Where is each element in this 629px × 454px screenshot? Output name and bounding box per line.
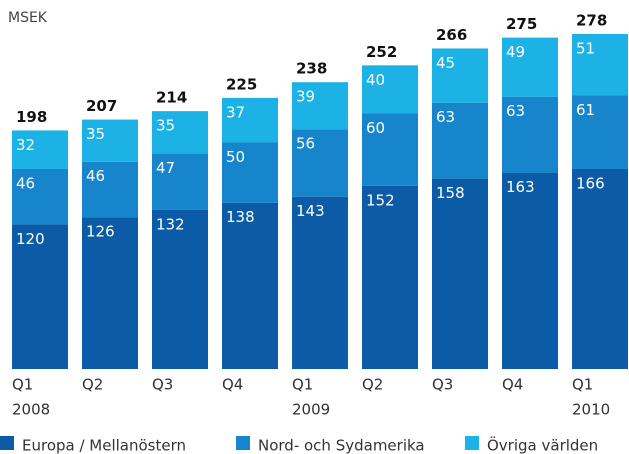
total-label: 198 — [16, 108, 47, 126]
bar-segment — [432, 48, 488, 103]
bar-segment — [152, 153, 208, 210]
legend-label: Övriga världen — [487, 436, 598, 454]
segment-label: 45 — [436, 54, 455, 72]
segment-label: 49 — [506, 43, 525, 61]
x-tick-label: Q3 — [432, 376, 453, 394]
bar-segment — [12, 130, 68, 169]
segment-label: 40 — [366, 71, 385, 89]
segment-label: 39 — [296, 88, 315, 106]
x-tick-label: Q3 — [152, 376, 173, 394]
total-label: 238 — [296, 60, 327, 78]
segment-label: 120 — [16, 230, 45, 248]
x-tick-label: Q4 — [502, 376, 523, 394]
x-year-label: 2008 — [12, 401, 50, 419]
segment-label: 35 — [86, 125, 105, 143]
bar-segment — [572, 168, 628, 369]
segment-label: 163 — [506, 178, 535, 196]
bar-segment — [12, 168, 68, 225]
total-label: 207 — [86, 97, 117, 115]
segment-label: 63 — [436, 108, 455, 126]
bar-segment — [292, 196, 348, 369]
bar-segment — [152, 111, 208, 154]
total-label: 214 — [156, 89, 187, 107]
x-tick-label: Q1 — [12, 376, 33, 394]
bar-segment — [362, 65, 418, 114]
legend-swatch — [0, 436, 14, 450]
bar-segment — [572, 95, 628, 169]
segment-label: 47 — [156, 159, 175, 177]
bar-segment — [82, 217, 138, 369]
bar-segment — [222, 142, 278, 203]
total-label: 275 — [506, 15, 537, 33]
segment-label: 158 — [436, 184, 465, 202]
segment-label: 61 — [576, 101, 595, 119]
bar-segment — [502, 37, 558, 97]
bar-segment — [222, 202, 278, 369]
segment-label: 32 — [16, 136, 35, 154]
bar-segment — [292, 82, 348, 130]
total-label: 266 — [436, 26, 467, 44]
segment-label: 166 — [576, 174, 605, 192]
segment-label: 60 — [366, 119, 385, 137]
bar-segment — [432, 102, 488, 179]
segment-label: 37 — [226, 103, 245, 121]
legend-label: Europa / Mellanöstern — [22, 437, 186, 454]
bar-segment — [362, 185, 418, 369]
bar-segment — [12, 224, 68, 369]
segment-label: 138 — [226, 208, 255, 226]
segment-label: 63 — [506, 102, 525, 120]
x-tick-label: Q4 — [222, 376, 243, 394]
segment-label: 126 — [86, 223, 115, 241]
bar-segment — [502, 172, 558, 369]
bar-segment — [82, 119, 138, 162]
bar-segment — [152, 209, 208, 369]
total-label: 252 — [366, 43, 397, 61]
bar-segment — [362, 113, 418, 186]
total-label: 278 — [576, 12, 607, 30]
total-label: 225 — [226, 75, 257, 93]
segment-label: 152 — [366, 191, 395, 209]
legend-swatch — [236, 436, 250, 450]
legend-swatch — [465, 436, 479, 450]
bar-segment — [82, 161, 138, 218]
x-tick-label: Q1 — [572, 376, 593, 394]
bar-segment — [572, 34, 628, 96]
segment-label: 50 — [226, 148, 245, 166]
unit-label: MSEK — [8, 10, 48, 26]
x-tick-label: Q2 — [362, 376, 383, 394]
bar-segment — [432, 178, 488, 369]
segment-label: 46 — [16, 174, 35, 192]
x-year-label: 2010 — [572, 401, 610, 419]
bar-segment — [292, 129, 348, 197]
bar-segment — [502, 96, 558, 173]
x-tick-label: Q1 — [292, 376, 313, 394]
segment-label: 132 — [156, 215, 185, 233]
segment-label: 46 — [86, 167, 105, 185]
segment-label: 56 — [296, 135, 315, 153]
segment-label: 51 — [576, 40, 595, 58]
x-tick-label: Q2 — [82, 376, 103, 394]
segment-label: 143 — [296, 202, 325, 220]
segment-label: 35 — [156, 117, 175, 135]
bar-segment — [222, 97, 278, 143]
x-year-label: 2009 — [292, 401, 330, 419]
legend-label: Nord- och Sydamerika — [258, 437, 425, 454]
